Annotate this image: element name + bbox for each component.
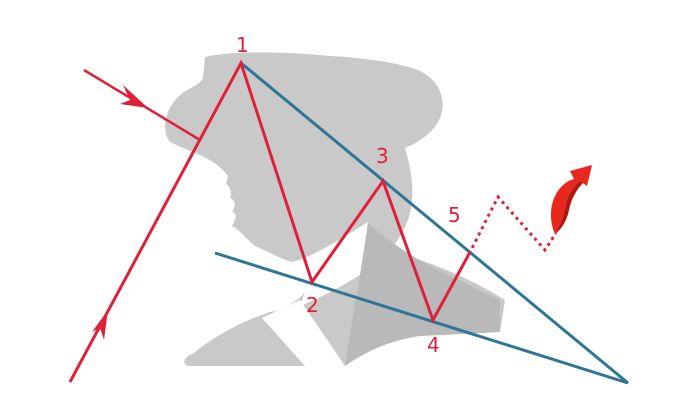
wave-label-4: 4: [427, 333, 440, 357]
lower-trendline: [214, 251, 629, 385]
wave-label-5: 5: [448, 203, 461, 227]
wave-label-2: 2: [306, 293, 319, 317]
upper-trendline: [240, 61, 629, 385]
curved-up-arrow-icon: [550, 165, 592, 234]
wave-labels: 1 2 3 4 5: [236, 33, 461, 357]
silhouette-shirt-collar: [262, 300, 345, 366]
curved-arrow-body: [550, 165, 592, 234]
wave-path: [68, 59, 558, 383]
wave-label-3: 3: [376, 144, 389, 168]
projected-wave-dotted: [467, 194, 558, 255]
trendlines: [214, 61, 629, 385]
wave-label-1: 1: [236, 33, 249, 57]
curved-arrow-shade: [555, 181, 583, 234]
wave-line: [68, 59, 471, 383]
upper-arrowhead-icon: [120, 85, 148, 108]
